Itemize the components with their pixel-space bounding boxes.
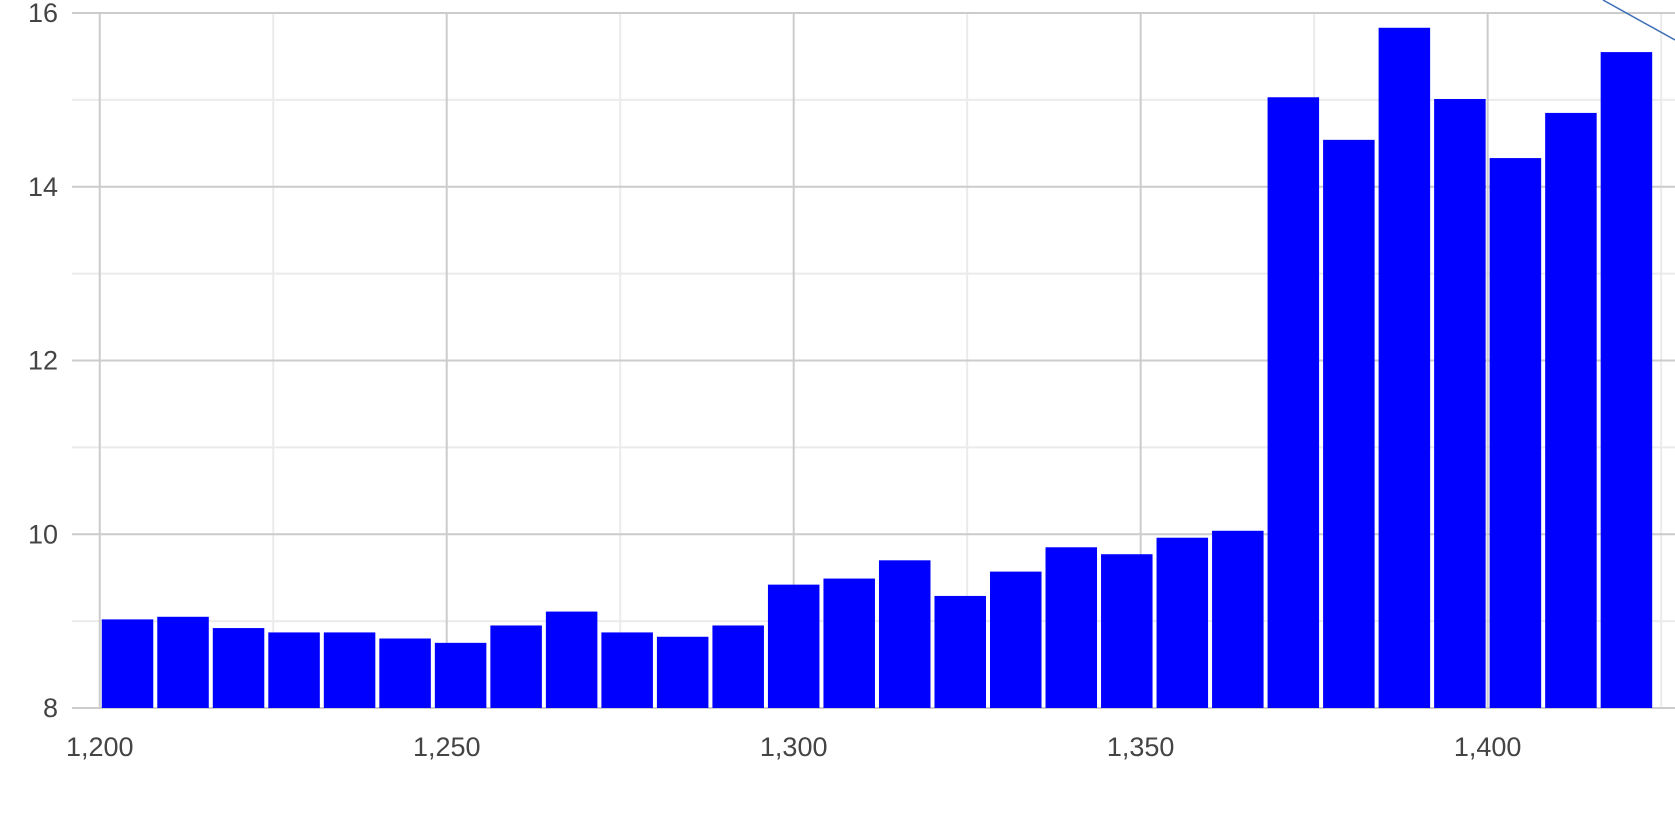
- bar: [712, 625, 764, 708]
- bar: [823, 578, 875, 708]
- bar: [379, 638, 431, 708]
- bar: [601, 632, 653, 708]
- bar: [212, 628, 265, 708]
- bar: [101, 619, 154, 708]
- bar: [1156, 537, 1209, 708]
- x-tick-label: 1,350: [1107, 732, 1175, 762]
- bar: [268, 632, 320, 708]
- bar: [545, 611, 598, 708]
- y-tick-label: 8: [43, 693, 58, 723]
- bar: [934, 595, 986, 708]
- annotation-line: [1602, 0, 1675, 41]
- bar: [767, 584, 820, 708]
- bar: [323, 632, 376, 708]
- bar: [990, 571, 1042, 708]
- bar: [434, 642, 487, 708]
- y-tick-label: 14: [28, 172, 58, 202]
- x-axis-tick-labels: 1,200 1,250 1,300 1,350 1,400: [66, 732, 1521, 762]
- bars: [101, 27, 1653, 709]
- bar: [1267, 97, 1320, 709]
- x-tick-label: 1,300: [760, 732, 828, 762]
- y-tick-label: 10: [28, 519, 58, 549]
- bar: [656, 636, 709, 708]
- y-tick-label: 12: [28, 346, 58, 376]
- bar: [157, 616, 209, 708]
- bar: [1323, 139, 1375, 708]
- bar: [1600, 52, 1653, 708]
- bar: [1378, 27, 1431, 709]
- bar: [1045, 547, 1098, 708]
- bar: [490, 625, 542, 708]
- x-tick-label: 1,400: [1454, 732, 1522, 762]
- y-tick-label: 16: [28, 0, 58, 28]
- x-tick-label: 1,250: [413, 732, 481, 762]
- bar: [1212, 530, 1264, 708]
- bar: [878, 560, 931, 708]
- y-axis-tick-labels: 8 10 12 14 16: [28, 0, 58, 723]
- bar: [1101, 554, 1153, 708]
- bar: [1545, 112, 1597, 708]
- x-tick-label: 1,200: [66, 732, 134, 762]
- bar: [1489, 158, 1542, 709]
- bar: [1434, 99, 1486, 709]
